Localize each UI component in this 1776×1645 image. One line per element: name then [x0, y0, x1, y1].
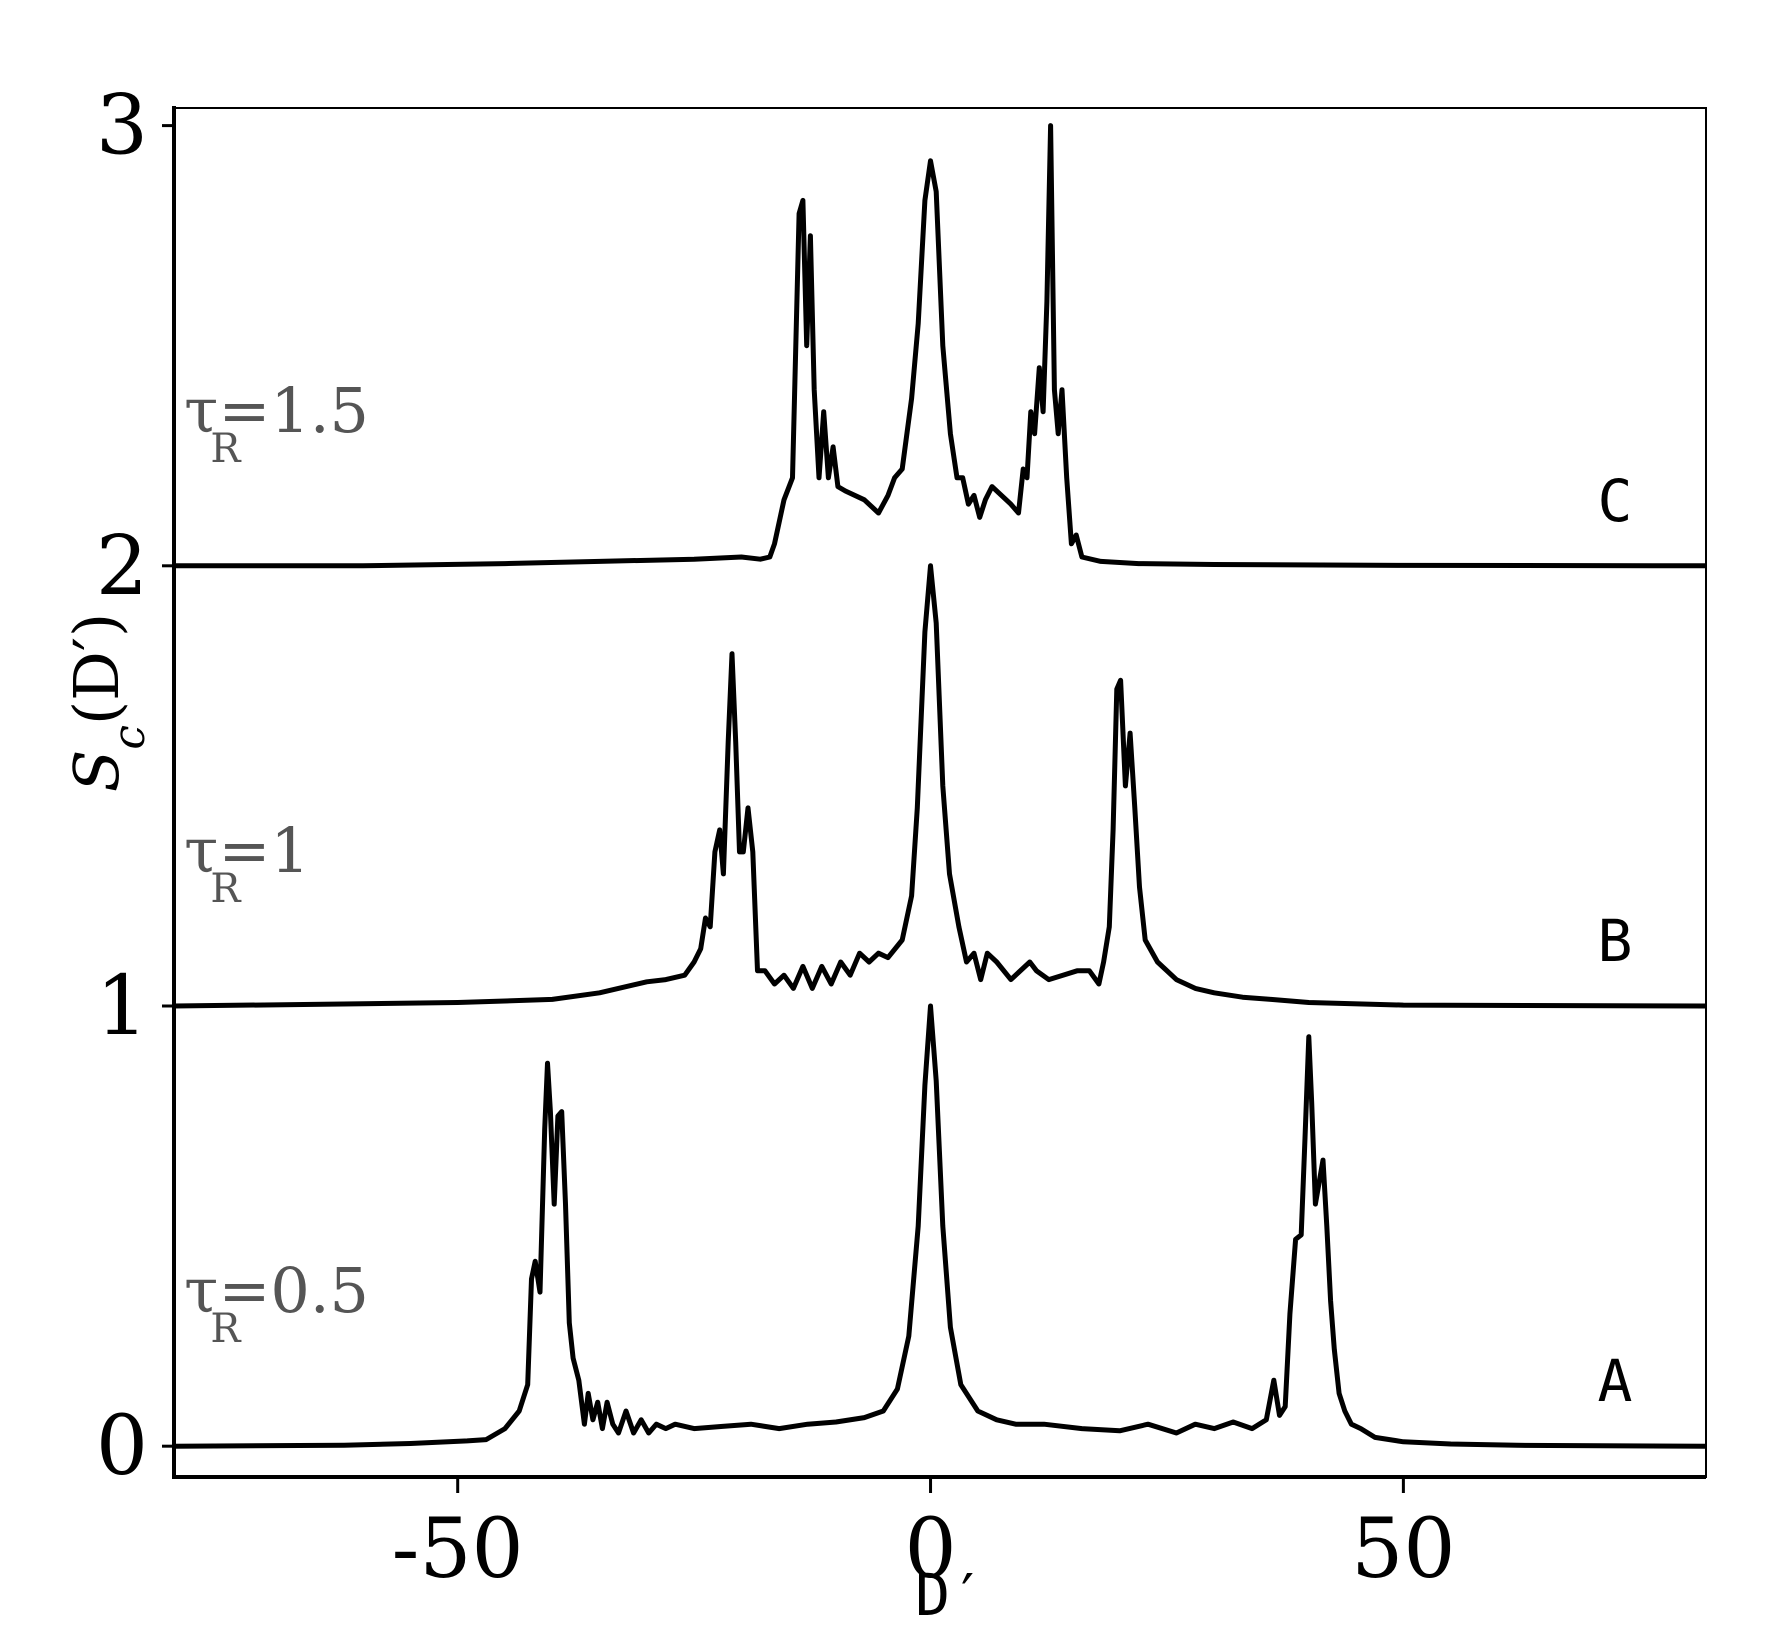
series-line-C — [174, 123, 1707, 569]
x-tick-label: 0 — [904, 1502, 956, 1597]
x-axis-label: D′ — [915, 1561, 985, 1629]
series-line-B — [173, 563, 1707, 1009]
curve-label-C: C — [1598, 467, 1633, 535]
y-tick-label: 3 — [96, 79, 148, 174]
plot-area: 0 1 2 3 -50 0 50 D′ Sc(D′) Aτ R=0.5 Bτ R=1 Cτ R=1.5 — [60, 79, 1707, 1629]
y-tick-label: 0 — [96, 1399, 148, 1494]
curve-label-B: B — [1598, 907, 1633, 975]
curve-label-A: A — [1598, 1347, 1633, 1415]
y-tick-label: 1 — [96, 959, 148, 1054]
tau-label-C: τ R=1.5 — [184, 374, 369, 472]
series-line-A — [173, 1003, 1707, 1449]
y-axis-label: Sc(D′) — [60, 613, 155, 792]
x-tick-label: 50 — [1351, 1502, 1455, 1597]
y-tick-label: 2 — [96, 519, 148, 614]
x-tick-label: -50 — [392, 1502, 524, 1597]
tau-label-A: τ R=0.5 — [184, 1254, 369, 1352]
tau-label-B: τ R=1 — [184, 814, 310, 912]
